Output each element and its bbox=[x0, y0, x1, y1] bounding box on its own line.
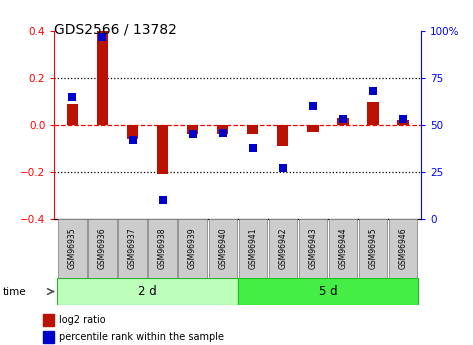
Point bbox=[159, 197, 166, 203]
Point bbox=[129, 137, 136, 143]
Bar bbox=[209, 219, 237, 278]
Bar bbox=[397, 120, 409, 125]
Text: GSM96941: GSM96941 bbox=[248, 228, 257, 269]
Text: GSM96944: GSM96944 bbox=[338, 228, 347, 269]
Bar bbox=[97, 31, 108, 125]
Text: GSM96936: GSM96936 bbox=[98, 228, 107, 269]
Bar bbox=[389, 219, 417, 278]
Text: percentile rank within the sample: percentile rank within the sample bbox=[59, 333, 224, 342]
Point bbox=[69, 94, 76, 100]
Point bbox=[279, 166, 287, 171]
Text: GSM96942: GSM96942 bbox=[278, 228, 287, 269]
Text: GSM96935: GSM96935 bbox=[68, 228, 77, 269]
Bar bbox=[43, 314, 54, 326]
Text: GSM96939: GSM96939 bbox=[188, 228, 197, 269]
Point bbox=[99, 34, 106, 39]
Text: time: time bbox=[2, 287, 26, 296]
Bar bbox=[88, 219, 116, 278]
Bar bbox=[127, 125, 138, 139]
Point bbox=[369, 88, 377, 94]
Bar bbox=[337, 118, 349, 125]
Bar bbox=[307, 125, 318, 132]
Text: GSM96945: GSM96945 bbox=[368, 228, 377, 269]
Bar bbox=[149, 219, 177, 278]
Text: 2 d: 2 d bbox=[138, 285, 157, 298]
Bar bbox=[277, 125, 289, 146]
Text: GDS2566 / 13782: GDS2566 / 13782 bbox=[54, 22, 177, 37]
Bar bbox=[238, 219, 267, 278]
Bar bbox=[367, 101, 378, 125]
Point bbox=[249, 145, 256, 150]
Point bbox=[309, 104, 316, 109]
Bar bbox=[217, 125, 228, 135]
Bar bbox=[58, 219, 87, 278]
Text: 5 d: 5 d bbox=[318, 285, 337, 298]
Text: GSM96943: GSM96943 bbox=[308, 228, 317, 269]
Text: GSM96938: GSM96938 bbox=[158, 228, 167, 269]
Bar bbox=[67, 104, 78, 125]
Text: GSM96937: GSM96937 bbox=[128, 228, 137, 269]
Bar bbox=[57, 278, 238, 305]
Point bbox=[399, 117, 407, 122]
Bar bbox=[247, 125, 258, 135]
Point bbox=[219, 130, 227, 135]
Bar bbox=[187, 125, 198, 135]
Text: log2 ratio: log2 ratio bbox=[59, 315, 106, 325]
Text: GSM96940: GSM96940 bbox=[218, 228, 227, 269]
Bar bbox=[178, 219, 207, 278]
Bar bbox=[329, 219, 357, 278]
Bar bbox=[118, 219, 147, 278]
Point bbox=[339, 117, 347, 122]
Text: GSM96946: GSM96946 bbox=[398, 228, 407, 269]
Bar bbox=[359, 219, 387, 278]
Bar bbox=[43, 331, 54, 343]
Bar bbox=[298, 219, 327, 278]
Bar bbox=[269, 219, 297, 278]
Point bbox=[189, 132, 196, 137]
Bar bbox=[157, 125, 168, 175]
Bar bbox=[238, 278, 418, 305]
